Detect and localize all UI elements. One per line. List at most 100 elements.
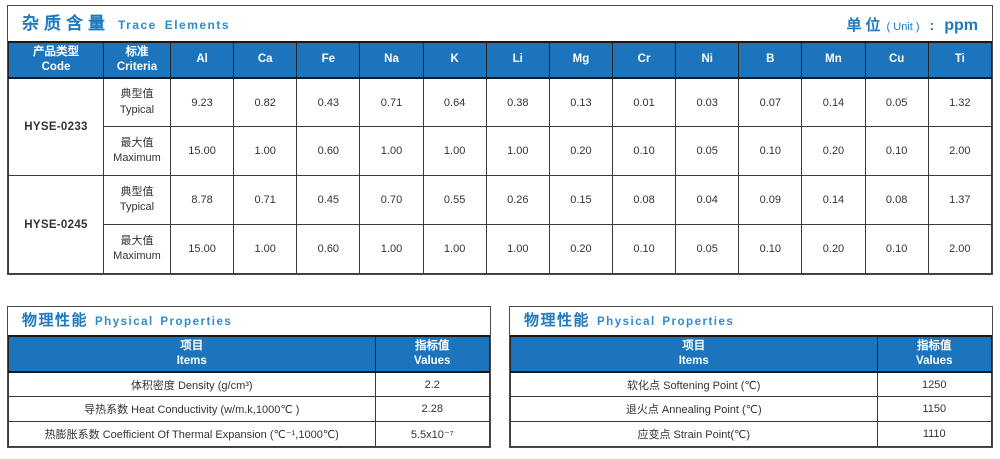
trace-value-cell: 1.00	[233, 126, 298, 177]
trace-value-cell: 1.00	[485, 224, 550, 275]
trace-value-cell: 0.38	[485, 77, 550, 128]
element-column-header: Na	[359, 41, 424, 79]
trace-table-header-row: 产品类型 Code 标准 Criteria Al Ca Fe Na K Li Mg Cr Ni B…	[8, 41, 993, 79]
property-item-cell: 热膨胀系数 Coefficient Of Thermal Expansion (…	[8, 421, 376, 448]
items-column-header: 项目 Items	[510, 334, 878, 373]
code-header-zh: 产品类型	[33, 46, 79, 58]
items-header-zh: 项目	[180, 339, 204, 352]
physical-table-header-row: 项目 Items 指标值 Values	[510, 334, 993, 373]
trace-value-cell: 0.10	[738, 224, 803, 275]
element-column-header: Fe	[296, 41, 361, 79]
trace-value-cell: 1.00	[422, 224, 487, 275]
element-column-header: B	[738, 41, 803, 79]
criteria-label-en: Maximum	[113, 152, 161, 165]
unit-label: 单位 ( Unit ) : ppm	[847, 14, 978, 35]
property-value-cell: 5.5x10⁻⁷	[374, 421, 491, 448]
product-code-cell: HYSE-0245	[8, 175, 104, 275]
property-value-cell: 2.28	[374, 396, 491, 423]
trace-value-cell: 1.32	[927, 77, 993, 128]
trace-value-cell: 0.14	[801, 175, 866, 226]
trace-value-cell: 0.10	[611, 224, 677, 275]
trace-value-cell: 0.08	[611, 175, 677, 226]
product-code-cell: HYSE-0233	[8, 77, 104, 177]
items-column-header: 项目 Items	[8, 334, 376, 373]
trace-value-cell: 0.05	[675, 126, 740, 177]
trace-data-row: HYSE-0233 典型值 Typical 9.23 0.82 0.43 0.71 0.64 0…	[8, 77, 993, 177]
physical-properties-title-bar: 物理性能 Physical Properties	[8, 307, 490, 335]
trace-value-cell: 15.00	[169, 126, 235, 177]
trace-value-cell: 0.60	[296, 126, 361, 177]
trace-value-cell: 0.45	[296, 175, 361, 226]
trace-value-cell: 1.37	[927, 175, 993, 226]
physical-properties-table: 项目 Items 指标值 Values 软化点 Softening Point …	[510, 334, 993, 448]
section-title-en: Physical Properties	[597, 315, 735, 328]
section-title-en: Trace Elements	[118, 17, 231, 32]
trace-value-cell: 0.04	[675, 175, 740, 226]
property-value-cell: 2.2	[374, 371, 491, 398]
trace-elements-title-bar: 杂质含量 Trace Elements 单位 ( Unit ) : ppm	[8, 6, 992, 41]
criteria-header-en: Criteria	[116, 60, 158, 73]
element-column-header: Cu	[864, 41, 929, 79]
items-header-en: Items	[176, 354, 207, 367]
code-column-header: 产品类型 Code	[8, 41, 104, 79]
trace-value-cell: 0.10	[738, 126, 803, 177]
criteria-cell: 典型值 Typical	[103, 77, 171, 128]
criteria-label-en: Typical	[119, 201, 155, 214]
physical-properties-section-left: 物理性能 Physical Properties 项目 Items 指标值	[7, 306, 491, 449]
property-item-cell: 体积密度 Density (g/cm³)	[8, 371, 376, 398]
criteria-label-en: Typical	[119, 103, 155, 116]
criteria-cell: 典型值 Typical	[103, 175, 171, 226]
property-value-cell: 1110	[876, 421, 993, 448]
trace-value-cell: 2.00	[927, 224, 993, 275]
trace-value-cell: 0.10	[611, 126, 677, 177]
physical-table-header-row: 项目 Items 指标值 Values	[8, 334, 491, 373]
trace-value-cell: 1.00	[485, 126, 550, 177]
criteria-cell: 最大值 Maximum	[103, 224, 171, 275]
trace-value-cell: 0.03	[675, 77, 740, 128]
values-header-en: Values	[916, 354, 953, 367]
trace-value-cell: 0.20	[548, 224, 613, 275]
section-title-zh: 物理性能	[22, 312, 89, 330]
trace-value-cell: 0.20	[548, 126, 613, 177]
trace-value-cell: 0.07	[738, 77, 803, 128]
trace-value-cell: 0.64	[422, 77, 487, 128]
element-column-header: Ca	[233, 41, 298, 79]
element-column-header: Li	[485, 41, 550, 79]
criteria-label-zh: 典型值	[120, 185, 154, 198]
trace-value-cell: 0.71	[233, 175, 298, 226]
property-row: 热膨胀系数 Coefficient Of Thermal Expansion (…	[8, 421, 491, 448]
criteria-column-header: 标准 Criteria	[103, 41, 171, 79]
trace-value-cell: 1.00	[359, 224, 424, 275]
criteria-label-zh: 最大值	[120, 234, 154, 247]
trace-value-cell: 15.00	[169, 224, 235, 275]
element-column-header: Ni	[675, 41, 740, 79]
values-header-zh: 指标值	[415, 339, 450, 352]
trace-value-cell: 0.26	[485, 175, 550, 226]
trace-value-cell: 0.10	[864, 224, 929, 275]
trace-value-cell: 9.23	[169, 77, 235, 128]
code-header-en: Code	[41, 60, 71, 73]
section-title-en: Physical Properties	[95, 315, 233, 328]
trace-value-cell: 0.13	[548, 77, 613, 128]
property-value-cell: 1250	[876, 371, 993, 398]
trace-value-cell: 1.00	[422, 126, 487, 177]
property-value-cell: 1150	[876, 396, 993, 423]
physical-properties-row: 物理性能 Physical Properties 项目 Items 指标值	[7, 306, 993, 449]
property-row: 退火点 Annealing Point (℃) 1150	[510, 396, 993, 423]
trace-value-cell: 0.20	[801, 126, 866, 177]
trace-value-cell: 8.78	[169, 175, 235, 226]
values-column-header: 指标值 Values	[876, 334, 993, 373]
trace-value-cell: 0.10	[864, 126, 929, 177]
values-header-zh: 指标值	[917, 339, 952, 352]
trace-value-cell: 0.05	[864, 77, 929, 128]
element-column-header: Cr	[611, 41, 677, 79]
section-title-zh: 物理性能	[524, 312, 591, 330]
unit-value: ppm	[944, 17, 978, 34]
trace-value-cell: 0.55	[422, 175, 487, 226]
property-row: 应变点 Strain Point(℃) 1110	[510, 421, 993, 448]
element-column-header: Mg	[548, 41, 613, 79]
section-title-zh: 杂质含量	[22, 14, 110, 34]
property-item-cell: 导热系数 Heat Conductivity (w/m.k,1000℃ )	[8, 396, 376, 423]
physical-properties-section-right: 物理性能 Physical Properties 项目 Items 指标值	[509, 306, 993, 449]
trace-value-cell: 0.14	[801, 77, 866, 128]
